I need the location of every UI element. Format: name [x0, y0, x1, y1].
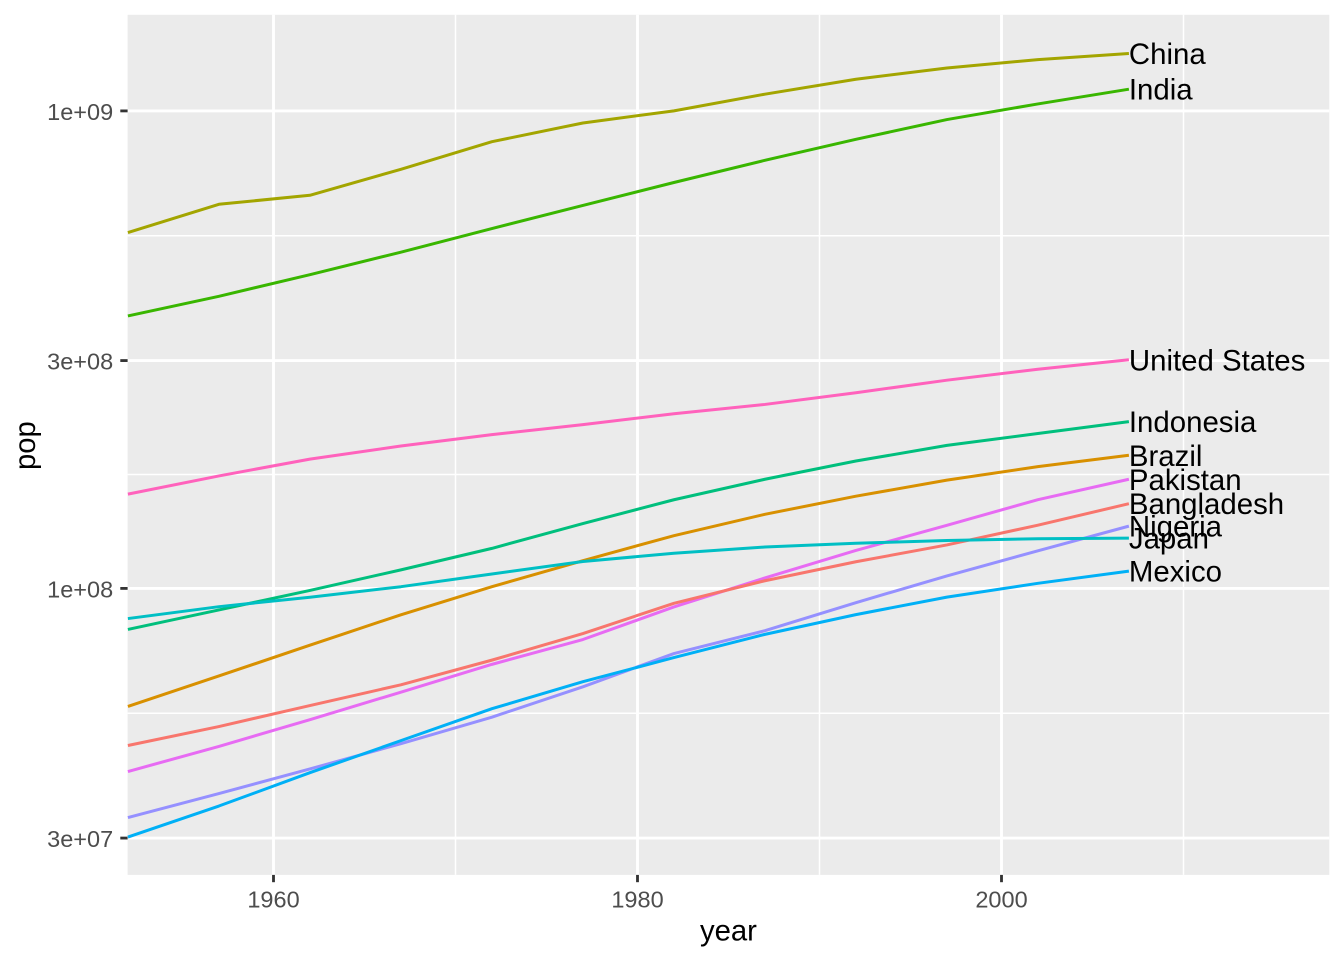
svg-text:Nigeria: Nigeria [1129, 511, 1223, 544]
svg-text:United States: United States [1129, 344, 1305, 377]
svg-text:pop: pop [9, 421, 42, 470]
svg-text:Pakistan: Pakistan [1129, 464, 1242, 497]
svg-text:1960: 1960 [247, 887, 299, 913]
svg-text:Japan: Japan [1129, 523, 1209, 556]
svg-text:Bangladesh: Bangladesh [1129, 488, 1284, 521]
svg-text:year: year [700, 915, 757, 948]
svg-text:1e+09: 1e+09 [47, 99, 113, 125]
svg-text:1e+08: 1e+08 [47, 576, 113, 602]
svg-text:Indonesia: Indonesia [1129, 406, 1257, 439]
svg-text:India: India [1129, 74, 1193, 107]
svg-text:3e+08: 3e+08 [47, 349, 113, 375]
svg-text:Brazil: Brazil [1129, 440, 1203, 473]
svg-text:3e+07: 3e+07 [47, 826, 113, 852]
svg-text:2000: 2000 [975, 887, 1027, 913]
svg-text:Mexico: Mexico [1129, 556, 1222, 589]
svg-text:China: China [1129, 38, 1206, 71]
svg-text:1980: 1980 [611, 887, 663, 913]
